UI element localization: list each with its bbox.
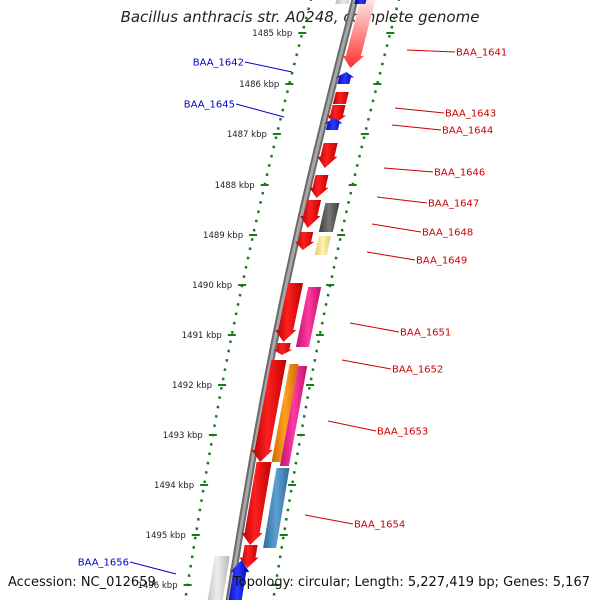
- gene-label-reverse: BAA_1656: [78, 558, 129, 569]
- gene-baa-1641: [342, 0, 376, 68]
- kbp-tick-label: 1493 kbp: [163, 431, 203, 441]
- gene-baa-1654: [263, 468, 290, 548]
- gene-labels: BAA_1641 BAA_1643 BAA_1644 BAA_1646 BAA_1647…: [78, 48, 507, 575]
- leader-line: [341, 359, 392, 370]
- gene-baa-1646: [317, 143, 338, 168]
- kbp-tick-label: 1485 kbp: [252, 29, 292, 39]
- gene-baa-1647: [309, 175, 329, 198]
- kbp-tick-label: 1495 kbp: [146, 531, 186, 541]
- leader-line: [383, 167, 434, 173]
- kbp-tick-label: 1491 kbp: [182, 331, 222, 341]
- gene-baa-1651a: [275, 283, 304, 342]
- leader-line: [394, 107, 445, 114]
- kbp-tick-label: 1488 kbp: [215, 181, 255, 191]
- kbp-tick-label: 1486 kbp: [239, 80, 279, 90]
- gene-baa-1652: [273, 343, 293, 355]
- gene-label-forward: BAA_1646: [434, 168, 485, 179]
- backbone-highlight: [227, 0, 357, 600]
- gene-baa-1653a: [251, 360, 287, 462]
- gene-baa-1649a: [295, 232, 315, 250]
- leader-line: [406, 49, 456, 53]
- kbp-ticks: 1485 kbp 1486 kbp 1487 kbp 1488 kbp 1489 kbp…: [138, 29, 395, 591]
- gene-baa-1648: [318, 203, 340, 232]
- gene-label-forward: BAA_1652: [392, 365, 443, 376]
- gene-baa-1643: [332, 92, 349, 104]
- leader-line: [244, 61, 293, 73]
- gene-baa-1656: [228, 560, 250, 600]
- leader-line: [371, 223, 422, 233]
- topology-text: Topology: circular; Length: 5,227,419 bp…: [232, 575, 590, 590]
- gene-baa-1644: [327, 105, 346, 124]
- kbp-tick-label: 1487 kbp: [227, 130, 267, 140]
- leader-line: [391, 124, 442, 131]
- kbp-tick-label: 1494 kbp: [154, 481, 194, 491]
- gene-baa-1651: [295, 287, 322, 347]
- genome-backbone: [225, 0, 359, 600]
- kbp-tick-label: 1496 kbp: [138, 581, 178, 591]
- leader-line: [349, 322, 400, 333]
- leader-line: [327, 420, 377, 432]
- gene-label-forward: BAA_1649: [416, 256, 467, 267]
- gene-baa-1649: [314, 236, 331, 255]
- gene-baa-1648a: [300, 200, 322, 228]
- gene-baa-1653: [279, 366, 308, 466]
- gene-label-forward: BAA_1648: [422, 228, 473, 239]
- kbp-tick-label: 1490 kbp: [192, 281, 232, 291]
- gene-label-forward: BAA_1643: [445, 109, 496, 120]
- map-title: Bacillus anthracis str. A0248, complete …: [120, 8, 480, 26]
- leader-line: [129, 561, 177, 575]
- gene-label-forward: BAA_1653: [377, 427, 428, 438]
- gene-top-blue: [354, 0, 367, 4]
- gene-label-forward: BAA_1641: [456, 48, 507, 59]
- gene-baa-1655: [239, 545, 259, 568]
- gene-baa-1645: [324, 118, 343, 130]
- leader-line: [376, 196, 428, 204]
- gene-baa-1642: [336, 72, 354, 84]
- accession-text: Accession: NC_012659: [8, 575, 156, 590]
- gene-label-forward: BAA_1647: [428, 199, 479, 210]
- gene-baa-1653b: [271, 364, 299, 462]
- kbp-tick-label: 1492 kbp: [172, 381, 212, 391]
- gene-label-forward: BAA_1654: [354, 520, 405, 531]
- gene-label-forward: BAA_1644: [442, 126, 493, 137]
- gene-top-gray: [335, 0, 350, 4]
- gene-baa-1654a: [241, 462, 272, 545]
- gene-baa-1656a: [207, 556, 230, 600]
- gene-label-reverse: BAA_1645: [184, 100, 235, 111]
- kbp-tick-label: 1489 kbp: [203, 231, 243, 241]
- leader-line: [304, 514, 354, 525]
- leader-line: [366, 251, 416, 261]
- gene-label-forward: BAA_1651: [400, 328, 451, 339]
- gene-features: [207, 0, 376, 600]
- gene-label-reverse: BAA_1642: [193, 58, 244, 69]
- leader-line: [235, 103, 285, 118]
